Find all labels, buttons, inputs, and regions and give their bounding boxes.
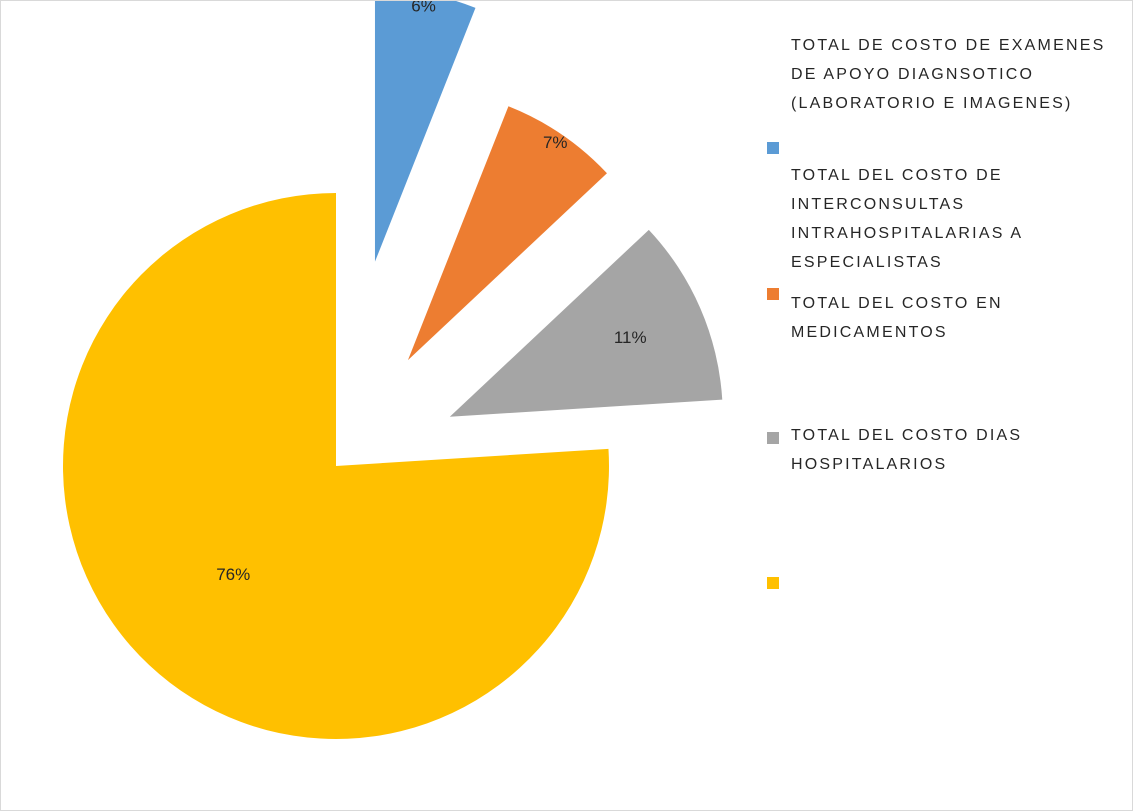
legend-swatch-dias — [767, 577, 779, 589]
legend-label-medicamentos: TOTAL DEL COSTO EN MEDICAMENTOS — [791, 295, 1003, 341]
data-label-medicamentos: 11% — [614, 328, 647, 347]
data-label-examenes: 6% — [411, 1, 436, 15]
data-label-interconsultas: 7% — [543, 133, 568, 152]
legend-swatch-examenes — [767, 142, 779, 154]
pie-slice-medicamentos — [449, 229, 723, 417]
legend-label-interconsultas: TOTAL DEL COSTO DE INTERCONSULTAS INTRAH… — [791, 167, 1023, 271]
legend-label-dias: TOTAL DEL COSTO DIAS HOSPITALARIOS — [791, 427, 1023, 473]
pie-slice-dias — [62, 193, 609, 740]
legend-swatch-medicamentos — [767, 432, 779, 444]
data-label-dias: 76% — [216, 565, 250, 584]
legend-swatch-interconsultas — [767, 288, 779, 300]
pie-slice-interconsultas — [407, 106, 607, 361]
pie-slice-examenes — [374, 1, 476, 262]
legend-label-examenes: TOTAL DE COSTO DE EXAMENES DE APOYO DIAG… — [791, 37, 1106, 112]
